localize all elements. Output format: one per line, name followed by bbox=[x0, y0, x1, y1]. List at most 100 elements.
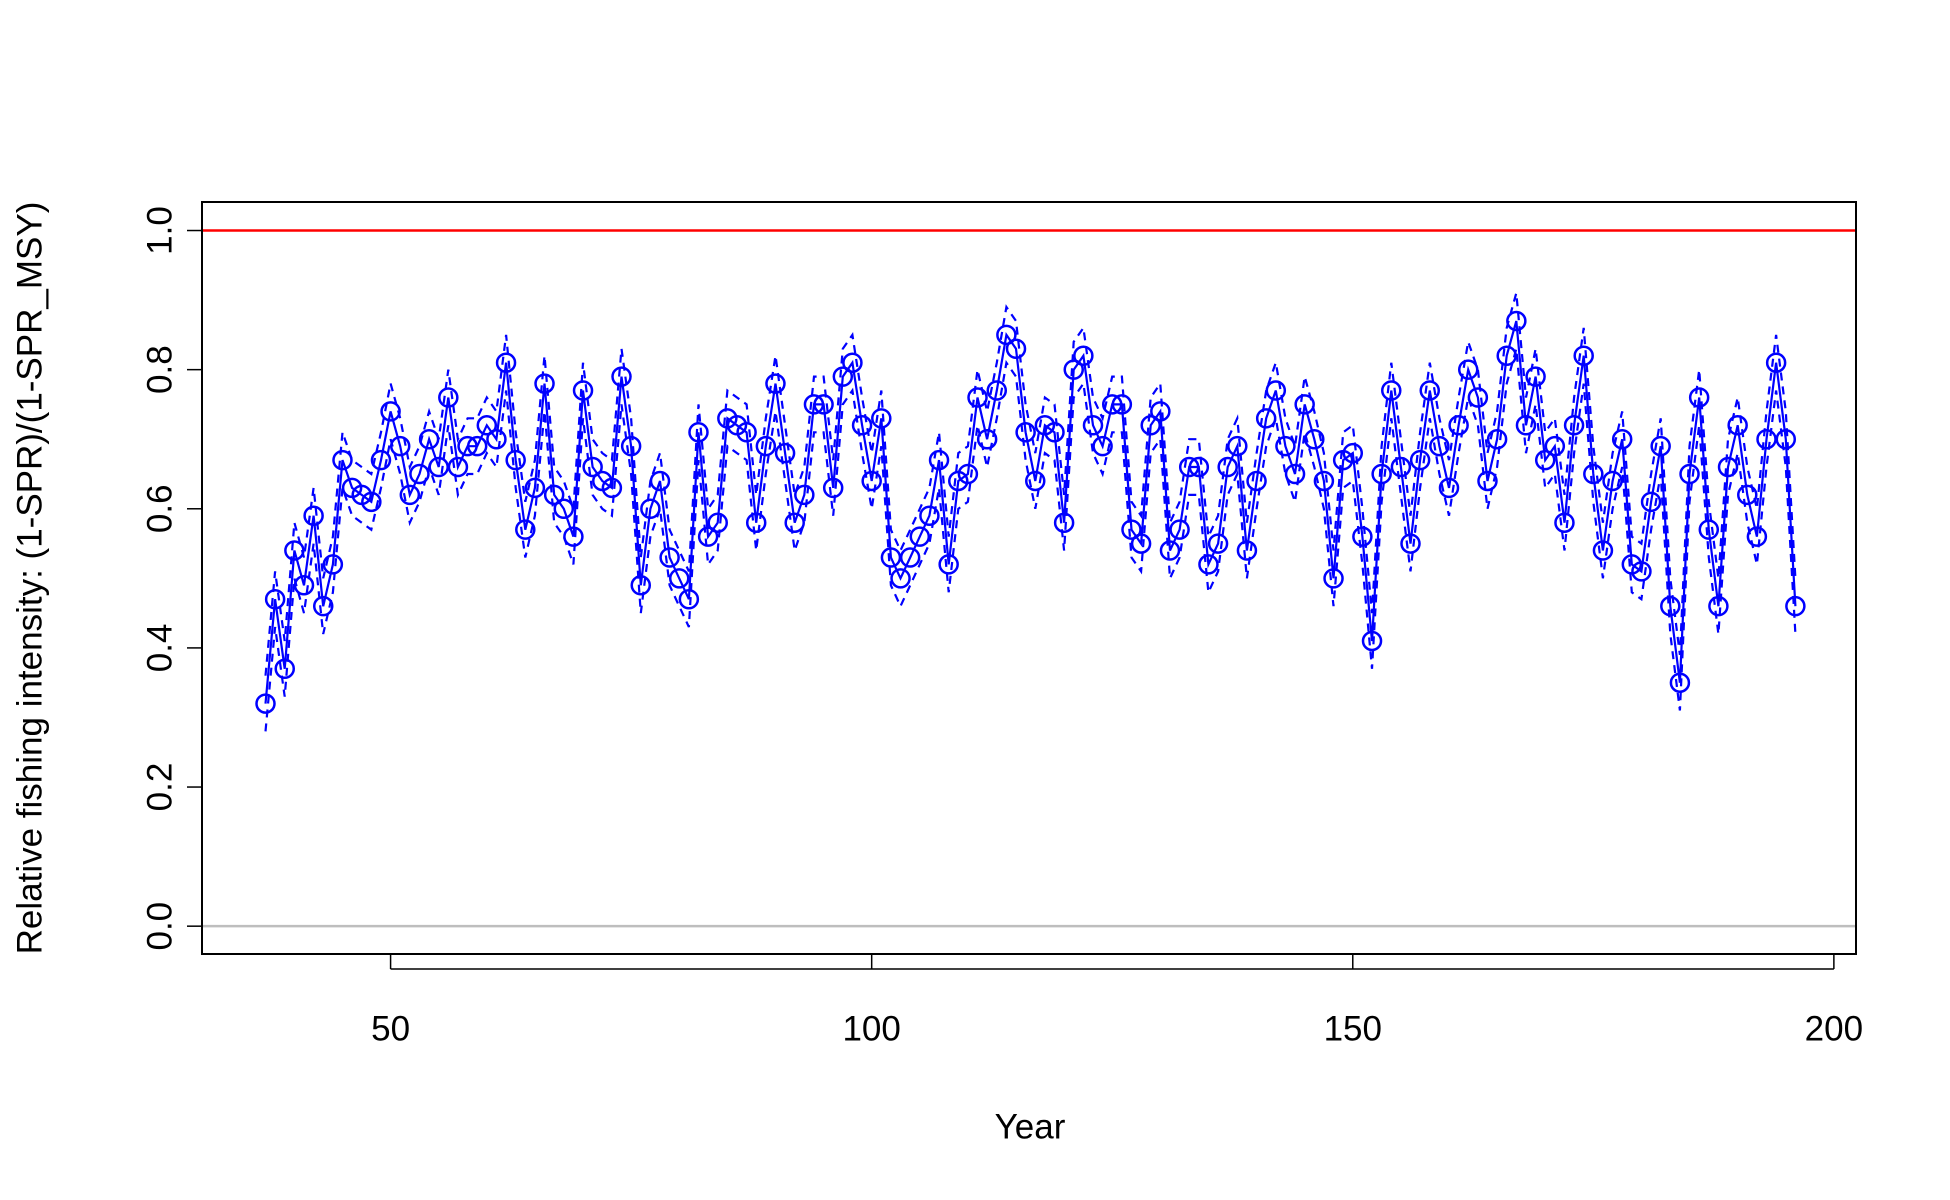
point bbox=[1640, 491, 1662, 513]
point bbox=[861, 470, 882, 492]
point bbox=[312, 595, 334, 617]
point bbox=[736, 422, 757, 443]
point bbox=[1448, 415, 1469, 436]
point bbox=[1073, 345, 1094, 366]
point bbox=[1650, 435, 1671, 457]
x-tick-label: 50 bbox=[371, 1009, 410, 1048]
point bbox=[515, 519, 536, 540]
point bbox=[803, 394, 825, 415]
point bbox=[1217, 456, 1238, 478]
point bbox=[832, 366, 854, 387]
x-tick-label: 100 bbox=[842, 1009, 900, 1048]
point bbox=[707, 512, 728, 533]
point bbox=[967, 387, 988, 408]
point bbox=[1044, 422, 1065, 443]
point bbox=[1525, 366, 1546, 387]
y-tick-label: 0.6 bbox=[140, 484, 179, 533]
point bbox=[1573, 345, 1594, 366]
point bbox=[1101, 394, 1123, 415]
point bbox=[996, 324, 1017, 346]
point bbox=[1150, 401, 1171, 422]
y-tick-label: 0.8 bbox=[140, 345, 179, 394]
point bbox=[524, 477, 546, 499]
point bbox=[322, 554, 344, 575]
point bbox=[1294, 394, 1315, 415]
point bbox=[1592, 540, 1614, 561]
point bbox=[1544, 435, 1566, 457]
point bbox=[678, 588, 700, 610]
point bbox=[1371, 463, 1392, 485]
point bbox=[264, 588, 286, 610]
point bbox=[543, 484, 565, 506]
point bbox=[457, 435, 478, 457]
point bbox=[1506, 310, 1527, 332]
point bbox=[1457, 359, 1479, 380]
point bbox=[668, 568, 690, 589]
point bbox=[620, 435, 642, 457]
point bbox=[1246, 470, 1267, 492]
point bbox=[1477, 470, 1498, 492]
point bbox=[842, 352, 863, 373]
point bbox=[755, 435, 777, 457]
point bbox=[1169, 519, 1190, 540]
point bbox=[361, 491, 382, 513]
point bbox=[957, 463, 979, 485]
point bbox=[1467, 387, 1489, 408]
point bbox=[418, 428, 440, 450]
point bbox=[505, 449, 526, 471]
series-line bbox=[264, 320, 1797, 704]
point bbox=[630, 575, 652, 596]
x-tick-label: 200 bbox=[1805, 1009, 1863, 1048]
point bbox=[1419, 380, 1441, 401]
point bbox=[1159, 540, 1181, 561]
point bbox=[1785, 595, 1806, 617]
point bbox=[563, 526, 584, 547]
point bbox=[1486, 428, 1508, 450]
point bbox=[813, 394, 834, 415]
point bbox=[851, 415, 873, 436]
point bbox=[293, 575, 315, 596]
point bbox=[1207, 533, 1229, 554]
point bbox=[1583, 463, 1604, 485]
point bbox=[255, 693, 276, 714]
point bbox=[649, 470, 671, 492]
point bbox=[986, 380, 1008, 401]
point bbox=[1400, 533, 1421, 554]
point bbox=[1515, 415, 1537, 436]
point bbox=[822, 477, 844, 499]
point bbox=[1727, 415, 1748, 436]
point bbox=[1025, 470, 1046, 492]
point bbox=[447, 456, 469, 478]
point bbox=[553, 498, 575, 520]
y-tick-label: 1.0 bbox=[140, 206, 179, 255]
point bbox=[1660, 595, 1681, 617]
point bbox=[1255, 408, 1277, 429]
point bbox=[438, 387, 459, 408]
point bbox=[1015, 422, 1036, 443]
y-tick-label: 0.0 bbox=[140, 902, 179, 951]
point bbox=[1063, 359, 1084, 380]
point bbox=[1631, 561, 1652, 582]
point bbox=[1092, 435, 1113, 457]
point bbox=[495, 352, 517, 373]
point bbox=[1534, 449, 1556, 471]
point bbox=[899, 547, 921, 568]
point bbox=[1698, 519, 1720, 540]
point bbox=[745, 512, 767, 533]
point bbox=[466, 435, 488, 457]
point bbox=[871, 408, 892, 429]
point bbox=[697, 526, 719, 547]
point bbox=[659, 547, 680, 568]
point bbox=[640, 498, 661, 520]
point bbox=[1708, 595, 1729, 617]
point bbox=[928, 449, 950, 471]
point bbox=[1130, 533, 1152, 554]
lower-interval-line bbox=[264, 348, 1797, 732]
point bbox=[1284, 463, 1306, 485]
point bbox=[1496, 345, 1517, 366]
point bbox=[476, 415, 498, 436]
point bbox=[380, 401, 401, 422]
point bbox=[1140, 415, 1161, 436]
point bbox=[1236, 540, 1258, 561]
